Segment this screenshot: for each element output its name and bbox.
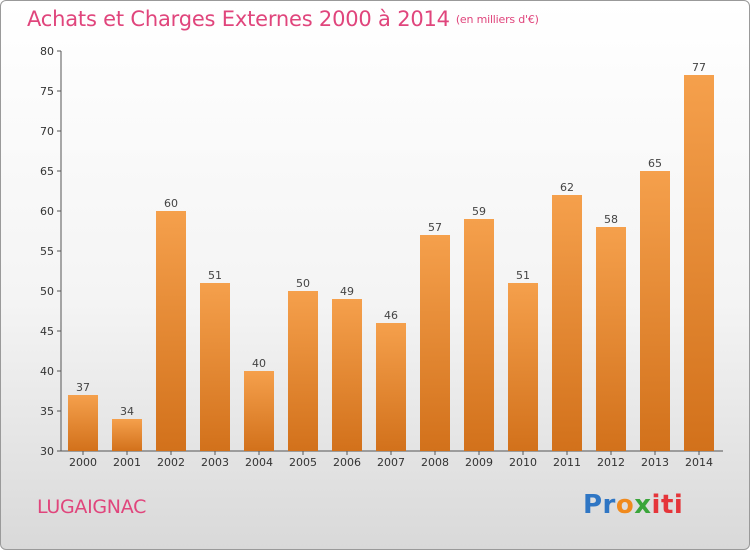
data-label-2003: 51: [208, 269, 222, 282]
data-label-2012: 58: [604, 213, 618, 226]
data-label-2001: 34: [120, 405, 134, 418]
data-label-2006: 49: [340, 285, 354, 298]
data-label-2000: 37: [76, 381, 90, 394]
bar-2002: [156, 211, 186, 451]
x-tick-label: 2007: [377, 456, 405, 469]
bar-2005: [288, 291, 318, 451]
x-tick-label: 2008: [421, 456, 449, 469]
data-label-2005: 50: [296, 277, 310, 290]
x-tick-label: 2003: [201, 456, 229, 469]
chart-title: Achats et Charges Externes 2000 à 2014 (e…: [27, 7, 539, 31]
x-tick-label: 2009: [465, 456, 493, 469]
y-tick-label: 50: [40, 285, 54, 298]
y-tick-label: 60: [40, 205, 54, 218]
data-label-2010: 51: [516, 269, 530, 282]
data-label-2002: 60: [164, 197, 178, 210]
x-tick-label: 2004: [245, 456, 273, 469]
y-tick-label: 45: [40, 325, 54, 338]
bar-2004: [244, 371, 274, 451]
data-label-2009: 59: [472, 205, 486, 218]
data-label-2011: 62: [560, 181, 574, 194]
chart-title-text: Achats et Charges Externes 2000 à 2014: [27, 7, 450, 31]
y-tick-label: 30: [40, 445, 54, 458]
bar-2006: [332, 299, 362, 451]
data-label-2007: 46: [384, 309, 398, 322]
y-tick-label: 70: [40, 125, 54, 138]
y-tick-label: 65: [40, 165, 54, 178]
x-tick-label: 2014: [685, 456, 713, 469]
x-tick-label: 2006: [333, 456, 361, 469]
bar-2014: [684, 75, 714, 451]
x-tick-label: 2011: [553, 456, 581, 469]
x-tick-label: 2001: [113, 456, 141, 469]
bar-2000: [68, 395, 98, 451]
data-label-2008: 57: [428, 221, 442, 234]
chart-subtitle: (en milliers d'€): [455, 13, 539, 26]
x-tick-label: 2002: [157, 456, 185, 469]
commune-name: LUGAIGNAC: [37, 496, 147, 518]
y-tick-label: 40: [40, 365, 54, 378]
bar-2009: [464, 219, 494, 451]
x-tick-label: 2000: [69, 456, 97, 469]
bar-2001: [112, 419, 142, 451]
bar-2010: [508, 283, 538, 451]
bar-2013: [640, 171, 670, 451]
chart-labels: 2000 37 2001 34 2002 60 2003 51 2004 40 2005 50 2006…: [69, 61, 713, 469]
data-label-2014: 77: [692, 61, 706, 74]
y-tick-label: 55: [40, 245, 54, 258]
bar-2011: [552, 195, 582, 451]
bar-2003: [200, 283, 230, 451]
y-tick-label: 35: [40, 405, 54, 418]
x-tick-label: 2012: [597, 456, 625, 469]
bar-2007: [376, 323, 406, 451]
data-label-2013: 65: [648, 157, 662, 170]
y-tick-label: 75: [40, 85, 54, 98]
y-tick-label: 80: [40, 45, 54, 58]
x-tick-label: 2013: [641, 456, 669, 469]
data-label-2004: 40: [252, 357, 266, 370]
bar-2012: [596, 227, 626, 451]
chart-bars: [68, 75, 714, 451]
proxiti-logo: Proxiti: [583, 490, 684, 520]
x-tick-label: 2005: [289, 456, 317, 469]
x-tick-label: 2010: [509, 456, 537, 469]
bar-2008: [420, 235, 450, 451]
